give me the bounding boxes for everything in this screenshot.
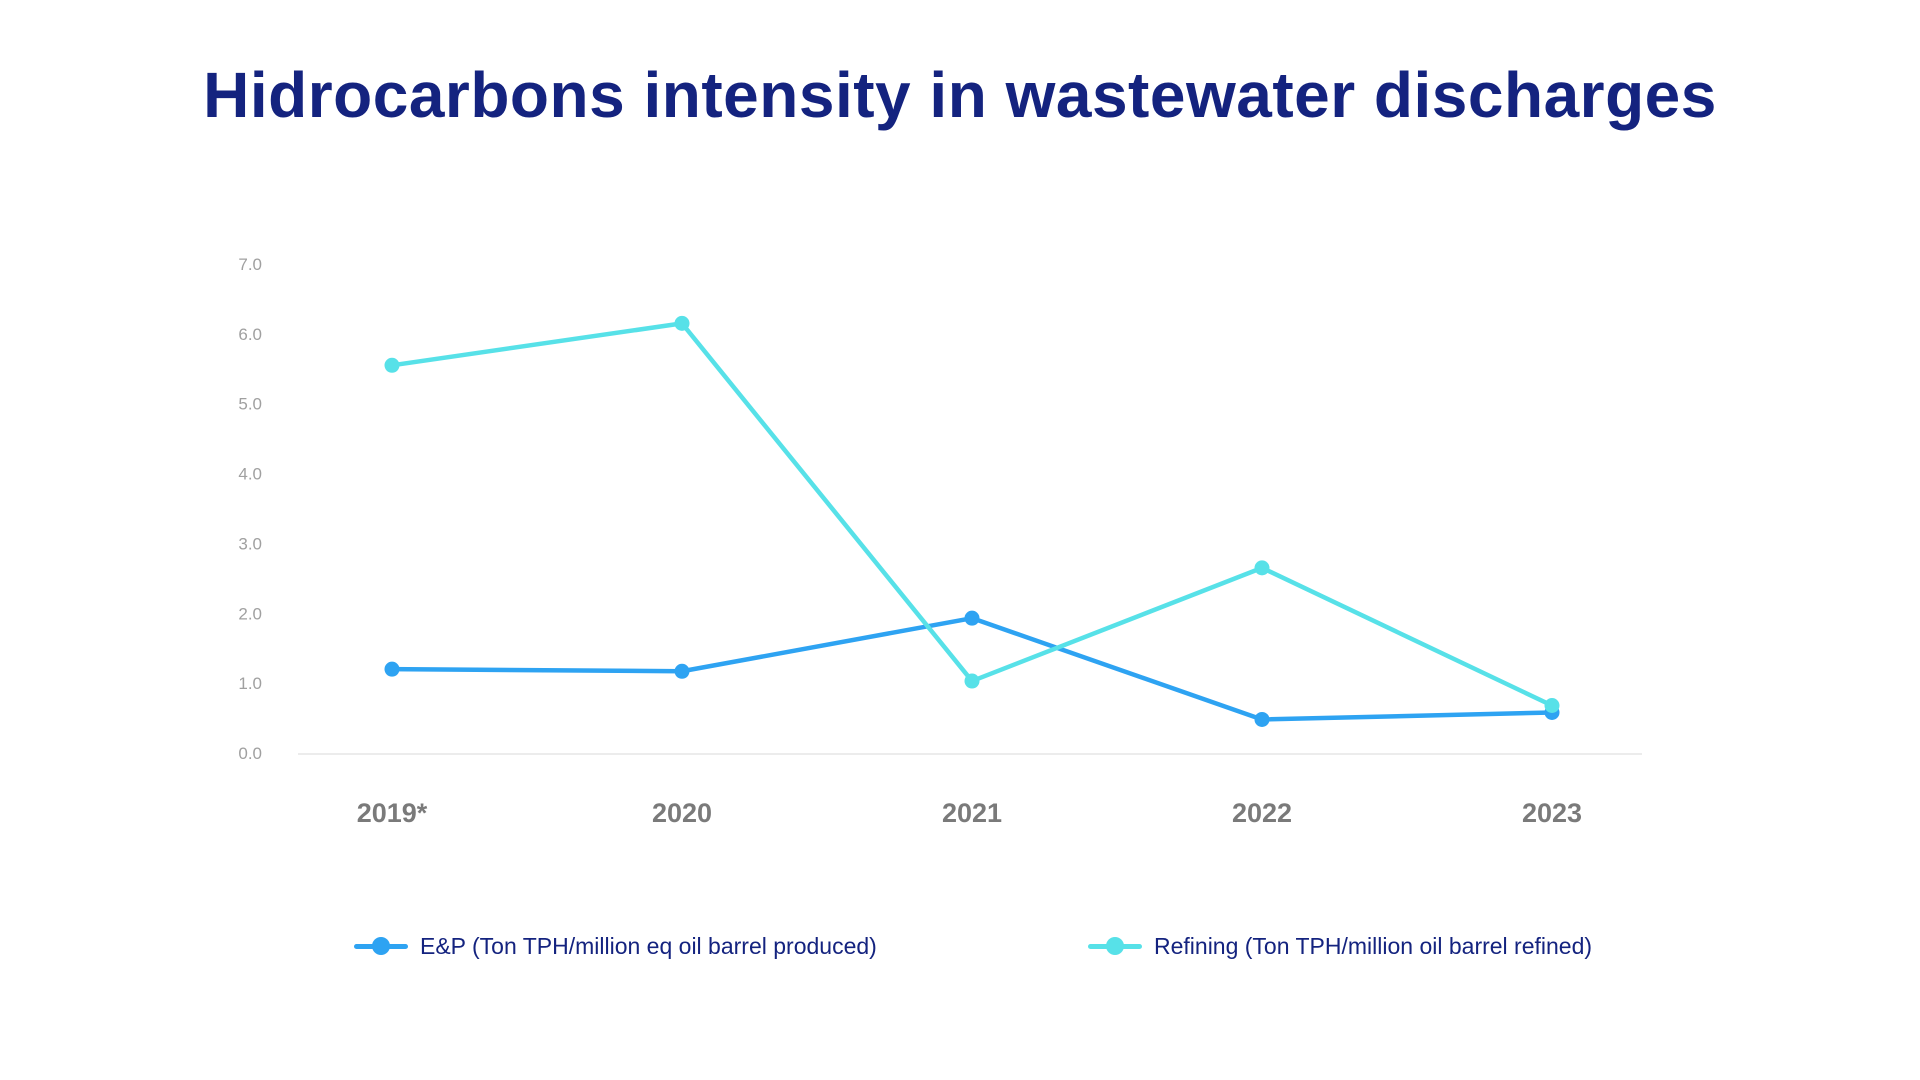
data-point-s1-3 — [1254, 560, 1270, 576]
legend-label-refining: Refining (Ton TPH/million oil barrel ref… — [1154, 932, 1593, 959]
legend-swatch-ep — [354, 936, 408, 956]
series-line-1 — [389, 321, 1555, 708]
data-point-s0-3 — [1254, 711, 1270, 727]
data-point-s1-0 — [384, 357, 400, 373]
legend-dot-ep — [372, 937, 390, 955]
y-tick-label-0: 0.0 — [238, 744, 262, 763]
x-tick-label-0: 2019* — [357, 798, 428, 828]
chart-legend: E&P (Ton TPH/million eq oil barrel produ… — [0, 926, 1920, 966]
x-tick-label-3: 2022 — [1232, 798, 1292, 828]
y-tick-label-7: 7.0 — [238, 255, 262, 274]
data-point-s0-2 — [964, 610, 980, 626]
data-point-s1-2 — [964, 673, 980, 689]
y-tick-label-1: 1.0 — [238, 674, 262, 693]
series-line-0 — [389, 615, 1555, 722]
y-tick-label-3: 3.0 — [238, 534, 262, 553]
y-tick-label-2: 2.0 — [238, 604, 262, 623]
chart-title: Hidrocarbons intensity in wastewater dis… — [203, 59, 1717, 131]
y-tick-label-6: 6.0 — [238, 325, 262, 344]
legend-item-ep[interactable]: E&P (Ton TPH/million eq oil barrel produ… — [354, 926, 877, 966]
y-tick-label-5: 5.0 — [238, 395, 262, 414]
x-tick-label-2: 2021 — [942, 798, 1002, 828]
data-point-s0-0 — [384, 661, 400, 677]
data-point-s1-4 — [1544, 697, 1560, 713]
legend-dot-refining — [1106, 937, 1124, 955]
y-tick-label-4: 4.0 — [238, 465, 262, 484]
legend-label-ep: E&P (Ton TPH/million eq oil barrel produ… — [420, 932, 877, 959]
x-tick-label-1: 2020 — [652, 798, 712, 828]
legend-swatch-refining — [1088, 936, 1142, 956]
data-point-s0-1 — [674, 663, 690, 679]
legend-item-refining[interactable]: Refining (Ton TPH/million oil barrel ref… — [1088, 926, 1592, 966]
x-tick-label-4: 2023 — [1522, 798, 1582, 828]
data-point-s1-1 — [674, 315, 690, 331]
